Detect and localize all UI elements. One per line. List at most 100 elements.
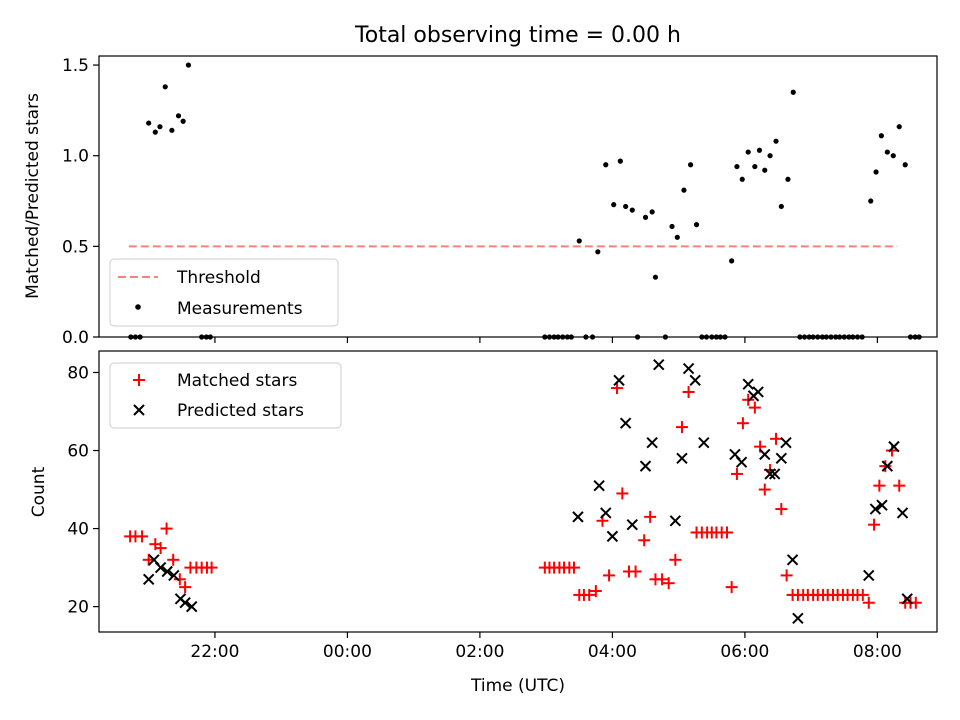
predicted-star-point (154, 561, 167, 574)
predicted-star-point (863, 569, 875, 582)
x-tick-label: 00:00 (323, 642, 372, 662)
y-tick-label: 20 (67, 598, 89, 618)
measurement-point (896, 124, 902, 130)
predicted-star-point (698, 437, 710, 449)
matched-star-point (656, 573, 669, 586)
measurement-point (878, 133, 884, 139)
x-tick-label: 02:00 (455, 642, 504, 662)
measurement-point (752, 163, 758, 170)
matched-star-point (758, 483, 771, 496)
predicted-star-point (682, 362, 695, 375)
x-tick-label: 04:00 (588, 642, 637, 662)
matched-star-point (780, 569, 793, 582)
predicted-star-point (786, 554, 799, 566)
matched-star-point (748, 401, 761, 414)
matched-star-point (775, 503, 788, 516)
measurement-point (595, 249, 601, 255)
matched-star-point (856, 588, 869, 601)
measurement-point (146, 120, 152, 126)
measurement-point (611, 202, 617, 208)
predicted-star-point (669, 515, 682, 527)
matched-star-point (160, 522, 173, 535)
measurement-point (603, 162, 609, 168)
matched-star-point (205, 561, 218, 574)
predicted-star-point (168, 569, 180, 582)
predicted-star-point (593, 479, 605, 492)
x-tick-label: 22:00 (190, 642, 239, 662)
measurement-point (762, 167, 768, 173)
top-legend-frame (109, 258, 339, 327)
bottom-plot-area (124, 358, 922, 625)
measurement-point (669, 223, 675, 230)
measurement-point (157, 124, 163, 130)
measurement-point (734, 163, 740, 170)
measurement-point (629, 207, 635, 213)
measurement-point (790, 89, 796, 95)
matched-star-point (868, 518, 881, 531)
measurement-point (152, 129, 158, 135)
measurement-point (681, 187, 687, 193)
matched-star-point (611, 382, 624, 395)
matched-star-point (567, 561, 580, 574)
predicted-star-point (896, 507, 909, 519)
matched-star-point (167, 553, 180, 566)
matched-star-point (893, 479, 906, 492)
bottom-y-axis: 20 40 60 80 (67, 363, 99, 618)
top-legend: Threshold Measurements (109, 258, 339, 327)
predicted-star-point (613, 374, 625, 386)
matched-star-point (662, 577, 675, 590)
measurement-point (652, 274, 659, 280)
measurement-point (767, 153, 773, 159)
legend-label-threshold: Threshold (176, 268, 261, 288)
matched-star-point (136, 530, 149, 543)
measurement-point (576, 238, 582, 244)
measurement-point (642, 214, 649, 220)
predicted-star-point (792, 612, 804, 625)
predicted-star-point (888, 440, 900, 453)
predicted-star-point (901, 593, 913, 605)
measurement-point (169, 127, 175, 133)
measurement-point (175, 113, 182, 119)
y-tick-label: 80 (67, 363, 89, 383)
matched-star-point (885, 444, 898, 457)
measurement-point (674, 234, 680, 240)
predicted-star-point (869, 503, 882, 515)
matched-star-point (682, 385, 695, 398)
matched-star-point (879, 460, 892, 473)
predicted-star-point (735, 456, 748, 468)
y-tick-label: 0.5 (62, 237, 89, 257)
predicted-star-point (619, 417, 632, 429)
predicted-star-point (626, 518, 638, 531)
bottom-axes-frame (98, 350, 938, 633)
predicted-star-point (600, 507, 612, 519)
measurement-point (185, 62, 192, 68)
predicted-star-point (881, 460, 894, 472)
predicted-star-point (639, 460, 652, 472)
x-tick-label: 06:00 (720, 642, 769, 662)
y-tick-label: 1.0 (62, 147, 89, 167)
predicted-star-point (775, 452, 788, 465)
predicted-star-point (142, 573, 155, 586)
measurement-point (162, 84, 168, 90)
predicted-star-point (689, 374, 701, 386)
predicted-star-point (606, 530, 619, 543)
top-x-axis (214, 337, 878, 343)
measurement-point (873, 169, 879, 175)
measurement-point (693, 222, 700, 228)
x-axis-label: Time (UTC) (470, 676, 565, 696)
y-tick-label: 1.5 (62, 56, 89, 76)
matched-star-point (770, 432, 783, 445)
matched-star-point (862, 596, 875, 609)
measurement-point (890, 153, 896, 159)
legend-label-matched: Matched stars (177, 371, 297, 391)
matched-star-point (725, 581, 738, 594)
predicted-star-point (876, 499, 888, 511)
measurement-point (756, 147, 763, 153)
bottom-x-axis: 22:00 00:00 02:00 04:00 06:00 08:00 (190, 632, 902, 662)
legend-label-predicted: Predicted stars (177, 401, 304, 421)
measurement-point (180, 118, 186, 124)
matched-star-point (616, 487, 629, 500)
matched-star-point (721, 526, 734, 539)
